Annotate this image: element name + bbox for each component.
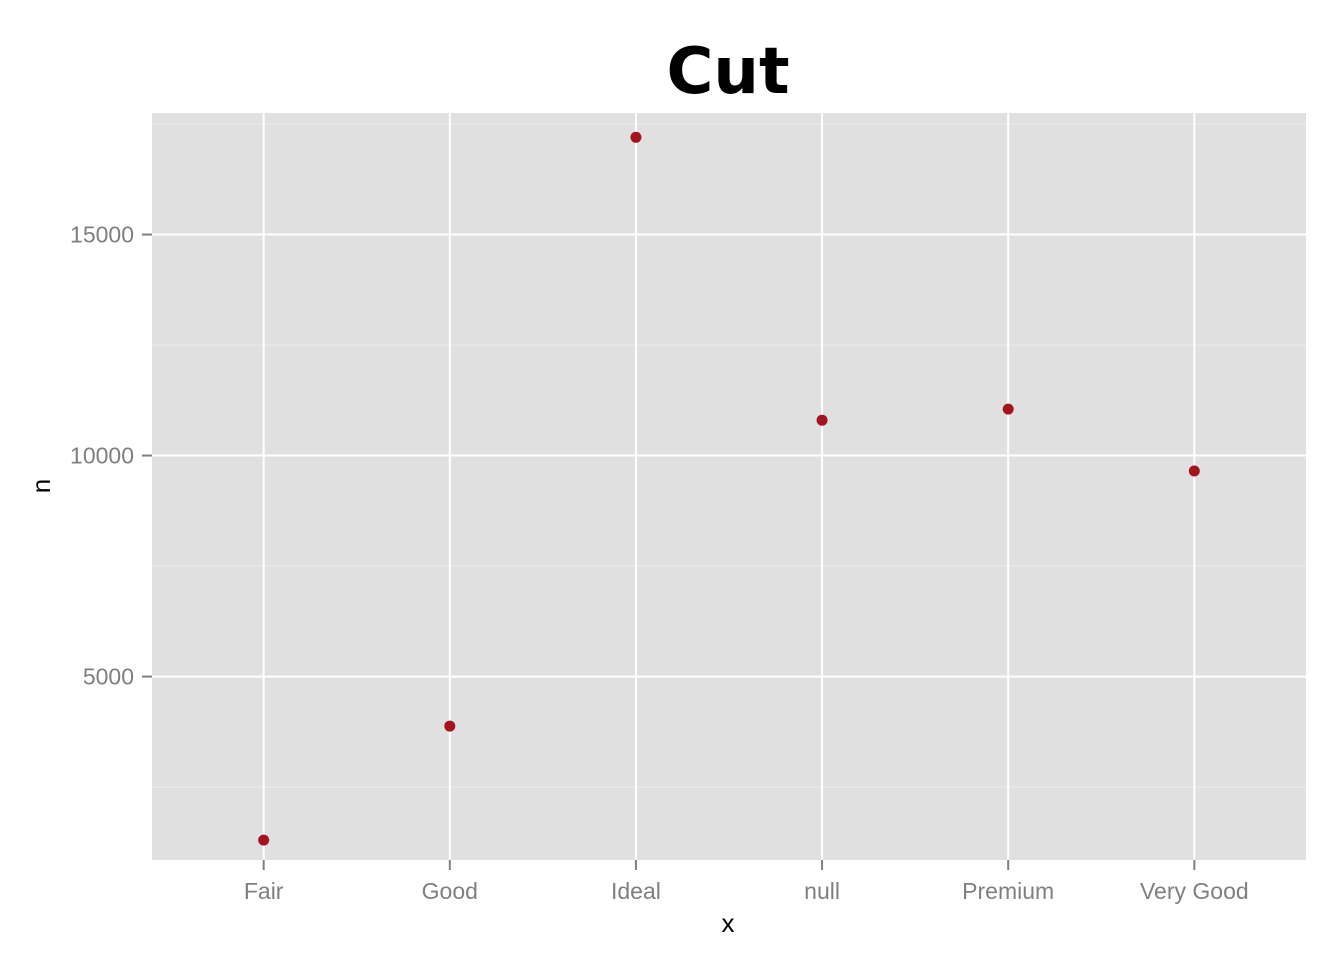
y-tick-label: 5000: [83, 664, 134, 690]
grid-lines: [152, 113, 1306, 860]
data-point: [1188, 465, 1200, 477]
x-tick-label: Ideal: [611, 878, 661, 904]
chart-title: Cut: [666, 35, 789, 109]
plot-panel: [152, 113, 1306, 860]
x-tick-label: Good: [422, 878, 478, 904]
data-point: [258, 834, 270, 846]
data-points: [258, 131, 1200, 846]
data-point: [444, 720, 456, 732]
y-tick-label: 10000: [70, 443, 134, 469]
x-axis-title: x: [722, 908, 735, 938]
data-point: [1002, 403, 1014, 415]
y-axis-title: n: [26, 479, 56, 493]
y-tick-label: 15000: [70, 222, 134, 248]
data-point: [630, 131, 642, 143]
x-tick-label: Premium: [962, 878, 1054, 904]
data-point: [816, 414, 828, 426]
axis-ticks: 5000 10000 15000 Fair Good Ideal null Premium Ve…: [70, 222, 1249, 904]
x-tick-label: Fair: [244, 878, 284, 904]
x-tick-label: Very Good: [1140, 878, 1249, 904]
x-tick-label: null: [804, 878, 840, 904]
